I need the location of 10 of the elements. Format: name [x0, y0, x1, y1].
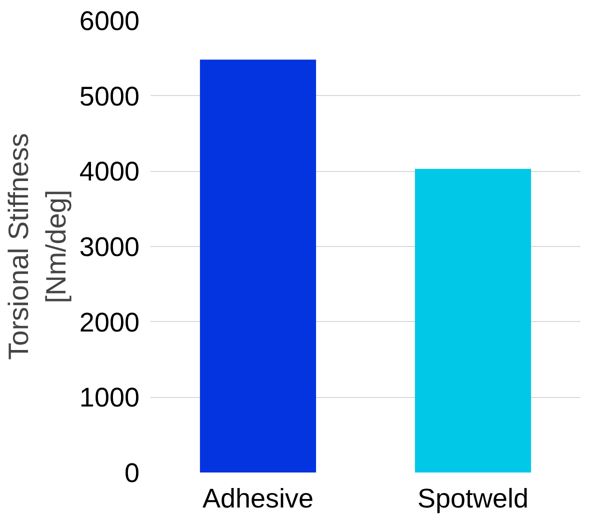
y-tick-label: 1000 — [79, 382, 140, 413]
y-tick-label: 3000 — [79, 232, 140, 262]
y-tick-label: 6000 — [79, 6, 140, 36]
y-axis-title: Torsional Stiffness [Nm/deg] — [3, 133, 72, 360]
y-tick-label: 2000 — [79, 307, 140, 338]
x-tick-label: Adhesive — [202, 484, 314, 514]
y-tick-label: 0 — [124, 458, 140, 488]
x-tick-label: Spotweld — [417, 484, 529, 514]
y-tick-label: 4000 — [79, 156, 140, 187]
y-tick-label: 5000 — [79, 81, 140, 112]
